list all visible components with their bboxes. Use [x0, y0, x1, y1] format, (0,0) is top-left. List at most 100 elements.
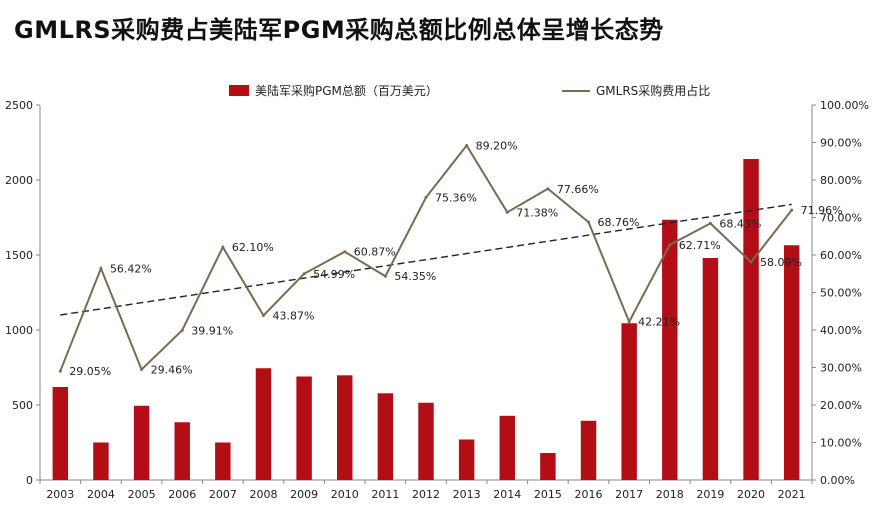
data-label: 29.46%	[151, 364, 193, 377]
right-tick-label: 60.00%	[820, 249, 862, 262]
bar	[499, 415, 515, 480]
data-label: 60.87%	[354, 246, 396, 259]
bar	[783, 245, 800, 480]
bar	[255, 368, 272, 480]
trend-line	[60, 203, 792, 316]
bar	[580, 420, 597, 480]
bar	[621, 323, 637, 480]
legend-line-label: GMLRS采购费用占比	[596, 83, 710, 98]
line-point	[383, 274, 387, 278]
bar	[337, 375, 353, 480]
left-tick-label: 2000	[5, 174, 33, 187]
x-tick-label: 2012	[412, 488, 440, 501]
bar	[540, 453, 556, 480]
x-tick-label: 2013	[453, 488, 481, 501]
x-tick-label: 2004	[87, 488, 115, 501]
line-point	[708, 221, 712, 225]
data-label: 54.35%	[394, 270, 436, 283]
line-point	[587, 220, 591, 224]
data-label: 29.05%	[69, 365, 111, 378]
data-label: 89.20%	[476, 140, 518, 153]
x-tick-label: 2005	[128, 488, 156, 501]
data-label: 58.09%	[760, 256, 802, 269]
x-tick-label: 2015	[534, 488, 562, 501]
left-tick-label: 0	[26, 474, 33, 487]
data-label: 71.96%	[801, 204, 843, 217]
bar	[215, 442, 231, 480]
left-tick-label: 1500	[5, 249, 33, 262]
x-tick-label: 2011	[371, 488, 399, 501]
data-label: 68.76%	[598, 216, 640, 229]
x-tick-label: 2020	[737, 488, 765, 501]
right-tick-label: 10.00%	[820, 437, 862, 450]
left-tick-label: 500	[12, 399, 33, 412]
bar	[52, 387, 69, 480]
line-point	[424, 195, 428, 199]
line-point	[465, 144, 469, 147]
x-tick-label: 2003	[46, 488, 74, 501]
bar	[174, 422, 190, 480]
right-tick-label: 90.00%	[820, 137, 862, 150]
line-point	[790, 208, 794, 212]
bar	[702, 258, 719, 480]
x-tick-label: 2017	[615, 488, 643, 501]
right-tick-label: 20.00%	[820, 399, 862, 412]
bar	[296, 376, 312, 480]
bar	[133, 405, 150, 480]
x-tick-label: 2014	[493, 488, 521, 501]
data-label: 39.91%	[191, 324, 233, 337]
right-tick-label: 40.00%	[820, 324, 862, 337]
left-tick-label: 1000	[5, 324, 33, 337]
left-tick-label: 2500	[5, 99, 33, 112]
right-tick-label: 70.00%	[820, 212, 862, 225]
chart-title: GMLRS采购费占美陆军PGM采购总额比例总体呈增长态势	[14, 16, 664, 44]
x-tick-label: 2008	[249, 488, 277, 501]
bar	[458, 439, 475, 480]
line-point	[261, 313, 265, 317]
bar	[418, 402, 434, 480]
x-tick-label: 2006	[168, 488, 196, 501]
x-tick-label: 2021	[778, 488, 806, 501]
data-label: 56.42%	[110, 262, 152, 275]
line-point	[58, 369, 62, 373]
series-line	[59, 143, 793, 372]
x-tick-label: 2019	[696, 488, 724, 501]
bar	[743, 159, 759, 480]
line-point	[302, 272, 306, 276]
line-point	[627, 320, 631, 324]
data-label: 71.38%	[516, 206, 558, 219]
bar	[93, 442, 109, 480]
x-tick-label: 2010	[331, 488, 359, 501]
line-point	[668, 243, 672, 247]
line-point	[343, 250, 347, 254]
bar	[377, 393, 394, 480]
legend-bar-swatch	[229, 85, 249, 96]
bar	[662, 219, 678, 480]
right-tick-label: 0.00%	[820, 474, 855, 487]
data-label: 77.66%	[557, 183, 599, 196]
right-tick-label: 30.00%	[820, 362, 862, 375]
right-tick-label: 80.00%	[820, 174, 862, 187]
x-tick-label: 2016	[575, 488, 603, 501]
data-label: 42.21%	[638, 316, 680, 329]
line-point	[505, 210, 509, 214]
right-tick-label: 100.00%	[820, 99, 869, 112]
data-label: 62.10%	[232, 241, 274, 254]
line-point	[180, 328, 184, 332]
line-point	[749, 260, 753, 264]
x-tick-label: 2007	[209, 488, 237, 501]
data-label: 54.99%	[313, 268, 355, 281]
line-point	[140, 368, 144, 372]
line-point	[221, 245, 225, 249]
x-tick-label: 2018	[656, 488, 684, 501]
data-label: 62.71%	[679, 239, 721, 252]
data-label: 75.36%	[435, 191, 477, 204]
line-point	[99, 266, 103, 270]
data-label: 68.43%	[719, 217, 761, 230]
legend-bar-label: 美陆军采购PGM总额（百万美元）	[255, 83, 438, 98]
x-tick-label: 2009	[290, 488, 318, 501]
data-label: 43.87%	[272, 309, 314, 322]
right-tick-label: 50.00%	[820, 287, 862, 300]
line-point	[546, 187, 550, 191]
